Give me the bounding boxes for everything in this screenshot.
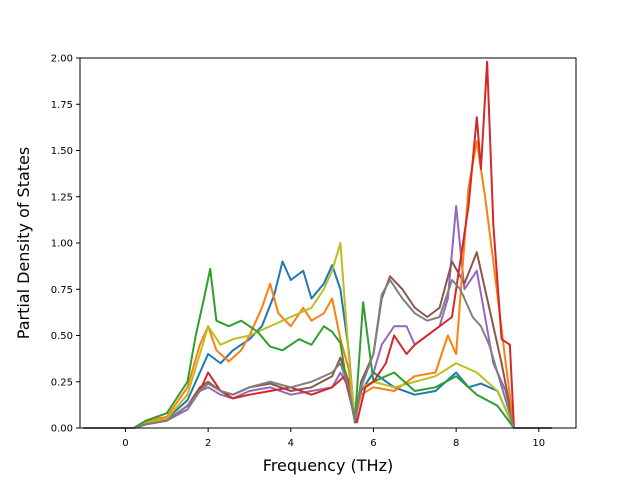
y-axis-label: Partial Density of States — [14, 147, 33, 339]
y-tick-label: 1.50 — [51, 146, 73, 157]
y-tick-label: 1.75 — [51, 100, 73, 111]
x-tick-label: 8 — [453, 438, 459, 449]
x-tick-label: 10 — [532, 438, 545, 449]
y-axis: 0.00 0.25 0.50 0.75 1.00 1.25 1.50 1.75 2.00 — [51, 54, 80, 435]
series-layer — [83, 60, 553, 429]
series-line-7 — [83, 60, 553, 429]
series-line-5 — [83, 242, 553, 429]
x-tick-label: 0 — [122, 438, 128, 449]
y-tick-label: 1.25 — [51, 192, 73, 203]
y-tick-label: 2.00 — [51, 54, 73, 65]
x-tick-label: 4 — [288, 438, 294, 449]
x-tick-label: 2 — [205, 438, 211, 449]
x-axis-label: Frequency (THz) — [263, 456, 393, 475]
series-line-8 — [83, 279, 553, 429]
series-line-6 — [83, 267, 553, 429]
y-tick-label: 0.75 — [51, 285, 73, 296]
x-axis: 0 2 4 6 8 10 — [122, 428, 545, 449]
y-tick-label: 0.50 — [51, 331, 73, 342]
series-line-3 — [83, 260, 553, 429]
y-tick-label: 0.25 — [51, 377, 73, 388]
y-tick-label: 1.00 — [51, 239, 73, 250]
x-tick-label: 6 — [370, 438, 376, 449]
y-tick-label: 0.00 — [51, 424, 73, 435]
